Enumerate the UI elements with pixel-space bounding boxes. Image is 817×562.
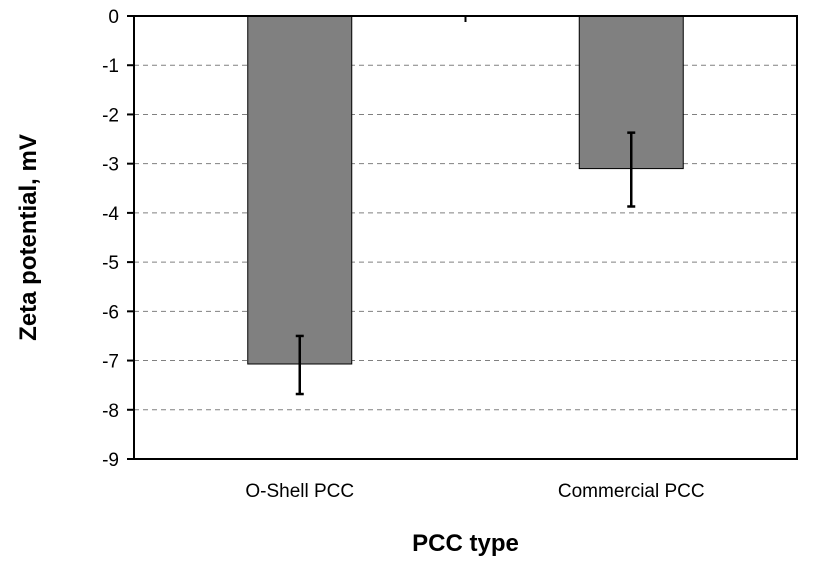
bars <box>247 15 684 365</box>
x-axis-ticks: O-Shell PCC Commercial PCC <box>245 16 705 502</box>
y-tick-label: -7 <box>102 352 119 373</box>
y-tick-label: -3 <box>102 155 119 176</box>
y-tick-label: -5 <box>102 253 119 274</box>
y-tick-label: -9 <box>102 450 119 471</box>
error-bar <box>295 334 304 396</box>
y-tick-label: -8 <box>102 401 119 422</box>
y-tick-label: -4 <box>102 204 119 225</box>
y-tick-label: -1 <box>102 56 119 77</box>
x-tick-label: O-Shell PCC <box>245 481 354 502</box>
y-tick-label: 0 <box>108 7 119 28</box>
x-tick-label: Commercial PCC <box>558 481 705 502</box>
y-axis-ticks: 0 -1 -2 -3 -4 -5 -6 -7 -8 -9 <box>102 7 134 471</box>
bar <box>247 15 353 365</box>
y-tick-label: -6 <box>102 302 119 323</box>
y-tick-label: -2 <box>102 105 119 126</box>
y-axis-title: Zeta potential, mV <box>15 134 42 341</box>
gridlines <box>134 64 797 411</box>
plot-area-frame <box>133 15 798 460</box>
x-axis-title: PCC type <box>412 530 519 557</box>
error-bar <box>627 131 636 208</box>
error-bars <box>295 131 636 396</box>
